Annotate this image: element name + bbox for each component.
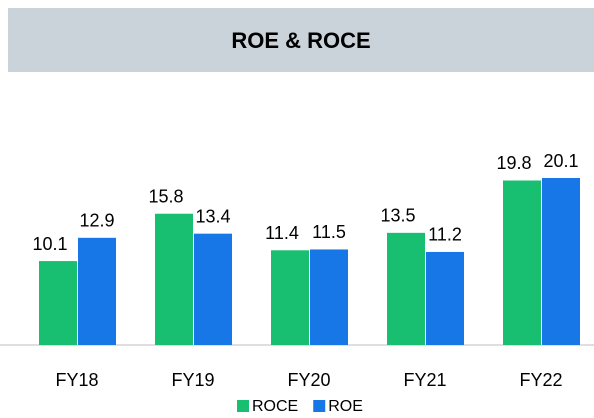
x-tick-label: FY20 bbox=[287, 370, 330, 390]
bar bbox=[426, 251, 464, 345]
legend-label: ROCE bbox=[252, 398, 298, 415]
legend-swatch bbox=[313, 400, 326, 412]
bar bbox=[39, 261, 77, 345]
x-tick-label: FY18 bbox=[55, 370, 98, 390]
data-label: 11.4 bbox=[265, 223, 299, 243]
chart-title: ROE & ROCE bbox=[231, 28, 370, 53]
x-tick-label: FY19 bbox=[171, 370, 214, 390]
bar bbox=[78, 237, 116, 345]
bar bbox=[503, 180, 541, 345]
x-tick-label: FY22 bbox=[519, 370, 562, 390]
legend-label: ROE bbox=[328, 398, 363, 415]
data-label: 13.5 bbox=[380, 206, 415, 226]
bar bbox=[310, 249, 348, 345]
data-label: 19.8 bbox=[496, 153, 531, 173]
bar bbox=[387, 232, 425, 345]
data-label: 15.8 bbox=[148, 186, 183, 206]
bar bbox=[542, 178, 580, 345]
data-label: 11.2 bbox=[428, 225, 462, 245]
bar bbox=[194, 233, 232, 345]
bar bbox=[271, 250, 309, 345]
data-label: 13.4 bbox=[195, 206, 230, 226]
data-label: 10.1 bbox=[32, 234, 67, 254]
title-banner bbox=[8, 8, 594, 72]
data-label: 20.1 bbox=[543, 151, 578, 171]
bar bbox=[155, 213, 193, 345]
x-tick-label: FY21 bbox=[403, 370, 446, 390]
legend-swatch bbox=[237, 400, 249, 412]
data-label: 11.5 bbox=[312, 222, 346, 242]
data-label: 12.9 bbox=[79, 211, 114, 231]
